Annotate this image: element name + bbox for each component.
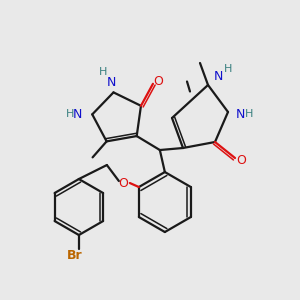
Text: N: N: [213, 70, 223, 83]
Text: O: O: [118, 176, 128, 190]
Text: H: H: [99, 68, 108, 77]
Text: O: O: [153, 75, 163, 88]
Text: O: O: [236, 154, 246, 166]
Text: Br: Br: [67, 248, 83, 262]
Text: H: H: [224, 64, 232, 74]
Text: H: H: [66, 110, 74, 119]
Text: N: N: [235, 107, 245, 121]
Text: H: H: [245, 109, 253, 119]
Text: N: N: [107, 76, 116, 89]
Text: N: N: [73, 108, 82, 121]
